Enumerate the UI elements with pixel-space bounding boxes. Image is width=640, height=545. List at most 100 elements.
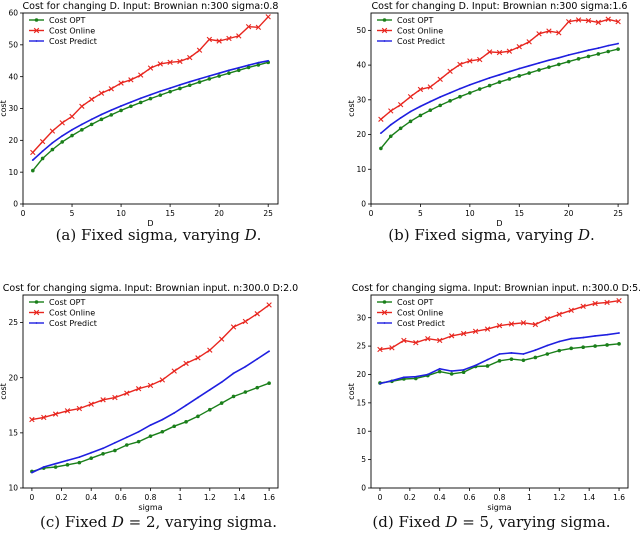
series-line-2 <box>31 350 270 474</box>
data-point <box>557 62 561 67</box>
data-point <box>520 320 527 326</box>
x-tick-label: 10 <box>116 209 126 218</box>
x-tick-label: 1.2 <box>553 493 565 502</box>
data-point <box>401 337 407 344</box>
data-point <box>389 123 392 126</box>
data-point <box>247 64 250 67</box>
data-point <box>125 436 128 439</box>
data-point <box>498 73 501 76</box>
data-point <box>219 401 224 405</box>
data-point <box>243 390 248 394</box>
data-point <box>595 19 602 26</box>
data-point <box>449 91 451 94</box>
data-point <box>556 30 562 36</box>
legend-label: Cost Online <box>49 308 95 317</box>
data-point <box>414 375 417 378</box>
data-point <box>89 456 93 461</box>
data-point <box>41 414 47 421</box>
data-point <box>417 86 424 93</box>
data-point <box>197 80 202 84</box>
data-point <box>486 49 493 55</box>
data-point <box>124 390 130 396</box>
data-point <box>618 332 620 334</box>
data-point <box>418 113 423 118</box>
y-tick-label: 20 <box>356 130 366 139</box>
data-point <box>228 69 230 72</box>
data-point <box>227 71 231 75</box>
data-point <box>257 61 260 64</box>
data-point <box>606 49 611 54</box>
data-point <box>457 61 463 68</box>
data-point <box>183 360 189 367</box>
data-point <box>536 31 542 37</box>
data-point <box>509 357 514 361</box>
data-point <box>581 345 585 350</box>
data-point <box>477 56 483 63</box>
data-point <box>102 447 104 450</box>
data-point <box>379 382 381 385</box>
data-point <box>537 68 541 72</box>
data-point <box>459 87 461 90</box>
data-point <box>378 116 384 122</box>
y-tick-label: 15 <box>8 428 18 437</box>
data-point <box>158 93 163 97</box>
data-point <box>88 401 94 407</box>
data-point <box>586 54 591 59</box>
data-point <box>426 373 429 376</box>
data-point <box>90 451 93 454</box>
chart-title: Cost for changing D. Input: Brownian n:3… <box>372 1 628 12</box>
data-point <box>256 63 261 67</box>
y-tick-label: 20 <box>8 136 18 145</box>
legend-marker <box>35 322 38 324</box>
x-tick-label: 1.2 <box>204 493 216 502</box>
data-point <box>173 412 176 414</box>
data-point <box>267 381 271 386</box>
data-point <box>218 336 225 342</box>
data-point <box>100 113 103 116</box>
data-point <box>208 407 212 412</box>
data-point <box>236 68 241 73</box>
data-point <box>528 64 531 67</box>
data-point <box>467 58 473 64</box>
data-point <box>245 23 252 30</box>
y-axis-label: cost <box>0 100 8 117</box>
data-point <box>605 16 611 22</box>
chart-title: Cost for changing D. Input: Brownian n:3… <box>23 1 279 12</box>
y-tick-label: 10 <box>8 484 18 493</box>
data-point <box>379 146 383 151</box>
data-point <box>51 141 54 144</box>
data-point <box>388 134 393 139</box>
x-tick-label: 10 <box>465 209 475 218</box>
x-tick-label: 5 <box>418 209 423 218</box>
data-point <box>527 71 531 75</box>
data-point <box>50 147 55 152</box>
data-point <box>196 47 203 53</box>
data-point <box>593 344 597 348</box>
data-point <box>246 65 251 70</box>
data-point <box>533 355 538 360</box>
chart-d: Cost for changing sigma. Input: Brownian… <box>347 283 640 531</box>
data-point <box>521 358 526 363</box>
data-point <box>447 68 453 75</box>
data-point <box>206 36 213 43</box>
data-point <box>497 80 502 84</box>
series-line-2 <box>380 42 619 134</box>
data-point <box>135 386 142 392</box>
data-point <box>237 66 240 69</box>
x-tick-label: 1.6 <box>263 493 275 502</box>
data-point <box>468 91 472 95</box>
data-point <box>268 350 271 353</box>
data-point <box>266 302 272 308</box>
data-point <box>69 113 75 120</box>
data-point <box>450 370 453 372</box>
x-tick-label: 1 <box>178 493 183 502</box>
data-point <box>161 418 164 421</box>
x-tick-label: 1.6 <box>613 493 625 502</box>
data-point <box>496 322 503 329</box>
data-point <box>129 101 132 104</box>
data-point <box>216 38 222 44</box>
x-tick-label: 15 <box>514 209 524 218</box>
legend-marker <box>383 40 386 42</box>
y-tick-label: 20 <box>8 373 18 382</box>
data-point <box>148 96 153 101</box>
